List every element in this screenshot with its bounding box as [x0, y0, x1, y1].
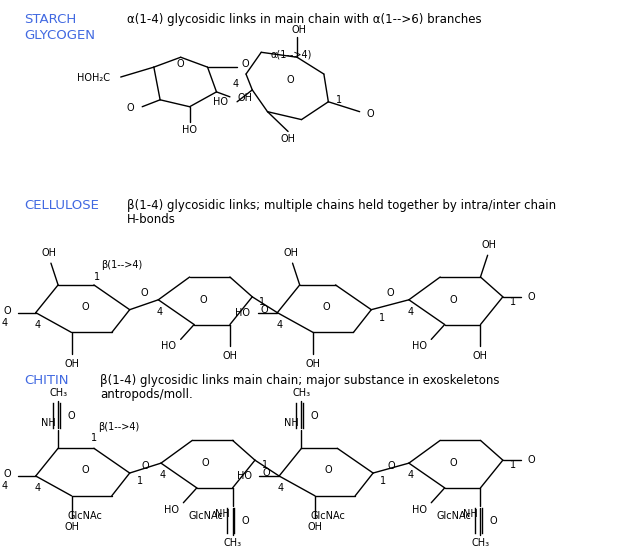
Text: O: O	[367, 109, 375, 119]
Text: 1: 1	[262, 460, 268, 470]
Text: O: O	[387, 461, 395, 471]
Text: OH: OH	[281, 134, 295, 144]
Text: 1: 1	[260, 297, 266, 307]
Text: 1: 1	[380, 476, 386, 486]
Text: O: O	[261, 305, 269, 315]
Text: 4: 4	[408, 307, 413, 317]
Text: β(1-4) glycosidic links main chain; major substance in exoskeletons: β(1-4) glycosidic links main chain; majo…	[100, 374, 500, 387]
Text: α(1-->4): α(1-->4)	[270, 49, 311, 59]
Text: antropods/moll.: antropods/moll.	[100, 388, 193, 401]
Text: O: O	[263, 468, 271, 478]
Text: CHITIN: CHITIN	[24, 374, 69, 387]
Text: CH₃: CH₃	[472, 538, 489, 548]
Text: 4: 4	[1, 481, 7, 491]
Text: O: O	[528, 292, 536, 302]
Text: OH: OH	[473, 351, 488, 361]
Text: O: O	[242, 59, 249, 69]
Text: O: O	[3, 306, 11, 316]
Text: β(1-->4): β(1-->4)	[101, 260, 142, 270]
Text: HO: HO	[412, 341, 427, 351]
Text: O: O	[323, 302, 331, 312]
Text: OH: OH	[222, 351, 237, 361]
Text: O: O	[202, 458, 210, 468]
Text: HO: HO	[412, 505, 427, 515]
Text: HOH₂C: HOH₂C	[77, 73, 110, 83]
Text: 4: 4	[157, 307, 163, 317]
Text: HO: HO	[161, 341, 176, 351]
Text: OH: OH	[41, 248, 57, 258]
Text: 4: 4	[278, 483, 284, 493]
Text: O: O	[528, 455, 536, 465]
Text: O: O	[141, 461, 149, 471]
Text: 1: 1	[137, 476, 143, 486]
Text: α(1-4) glycosidic links in main chain with α(1-->6) branches: α(1-4) glycosidic links in main chain wi…	[127, 13, 481, 26]
Text: NH: NH	[215, 509, 230, 519]
Text: GlcNAc: GlcNAc	[188, 511, 223, 521]
Text: HO: HO	[182, 125, 197, 134]
Text: CH₃: CH₃	[292, 388, 311, 398]
Text: GlcNAc: GlcNAc	[436, 511, 471, 521]
Text: O: O	[242, 516, 249, 526]
Text: STARCH: STARCH	[24, 13, 77, 26]
Text: GlcNAc: GlcNAc	[67, 511, 103, 521]
Text: 1: 1	[336, 95, 342, 105]
Text: 1: 1	[91, 433, 97, 443]
Text: CH₃: CH₃	[49, 388, 67, 398]
Text: O: O	[287, 75, 295, 85]
Text: 1: 1	[93, 272, 99, 282]
Text: OH: OH	[291, 25, 307, 35]
Text: O: O	[199, 295, 207, 305]
Text: O: O	[81, 465, 89, 475]
Text: β(1-4) glycosidic links; multiple chains held together by intra/inter chain: β(1-4) glycosidic links; multiple chains…	[127, 199, 556, 212]
Text: O: O	[450, 458, 457, 468]
Text: O: O	[177, 59, 185, 69]
Text: 1: 1	[510, 297, 516, 307]
Text: O: O	[81, 302, 89, 312]
Text: 4: 4	[276, 320, 282, 330]
Text: O: O	[386, 288, 394, 298]
Text: 4: 4	[1, 317, 7, 328]
Text: CH₃: CH₃	[224, 538, 242, 548]
Text: OH: OH	[237, 93, 252, 103]
Text: O: O	[489, 516, 497, 526]
Text: 4: 4	[159, 470, 166, 480]
Text: H-bonds: H-bonds	[127, 213, 176, 226]
Text: GlcNAc: GlcNAc	[311, 511, 346, 521]
Text: 1: 1	[378, 312, 384, 323]
Text: GLYCOGEN: GLYCOGEN	[24, 28, 95, 42]
Text: OH: OH	[482, 240, 497, 250]
Text: OH: OH	[64, 359, 79, 369]
Text: O: O	[67, 411, 75, 421]
Text: O: O	[450, 295, 457, 305]
Text: CELLULOSE: CELLULOSE	[24, 199, 99, 212]
Text: O: O	[310, 411, 318, 421]
Text: O: O	[140, 288, 148, 298]
Text: O: O	[324, 465, 332, 475]
Text: 4: 4	[233, 79, 239, 89]
Text: OH: OH	[306, 359, 321, 369]
Text: 4: 4	[35, 483, 41, 493]
Text: HO: HO	[213, 97, 228, 107]
Text: HO: HO	[164, 505, 179, 515]
Text: HO: HO	[237, 471, 252, 481]
Text: O: O	[3, 469, 11, 479]
Text: 4: 4	[35, 320, 41, 330]
Text: NH: NH	[463, 509, 478, 519]
Text: HO: HO	[235, 307, 250, 317]
Text: OH: OH	[307, 522, 323, 532]
Text: NH: NH	[284, 418, 299, 428]
Text: NH: NH	[41, 418, 56, 428]
Text: 4: 4	[408, 470, 413, 480]
Text: O: O	[127, 102, 134, 113]
Text: β(1-->4): β(1-->4)	[98, 422, 140, 432]
Text: OH: OH	[283, 248, 298, 258]
Text: 1: 1	[510, 460, 516, 470]
Text: OH: OH	[64, 522, 79, 532]
